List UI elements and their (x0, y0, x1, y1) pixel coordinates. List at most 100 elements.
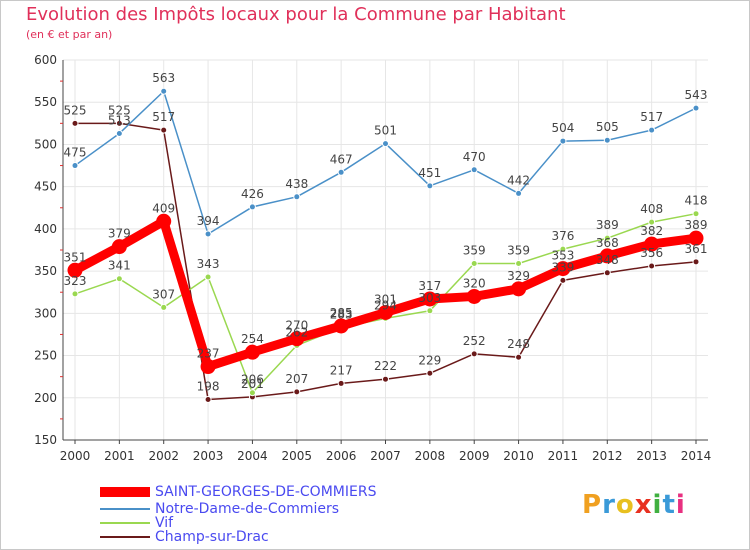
x-tick-label: 2001 (104, 449, 135, 463)
data-point (426, 182, 434, 190)
data-point (337, 168, 345, 176)
data-label: 237 (197, 347, 220, 361)
data-point (692, 258, 700, 266)
data-point (289, 331, 305, 347)
y-tick-label: 600 (34, 53, 57, 67)
data-point (248, 389, 256, 397)
x-tick-label: 2003 (193, 449, 224, 463)
legend-label: Champ-sur-Drac (155, 529, 269, 545)
data-label: 501 (374, 124, 397, 138)
data-label: 467 (330, 152, 353, 166)
data-label: 356 (640, 246, 663, 260)
x-tick-label: 2010 (503, 449, 534, 463)
x-tick-label: 2000 (60, 449, 91, 463)
data-point (426, 369, 434, 377)
data-point (293, 193, 301, 201)
data-label: 442 (507, 173, 530, 187)
data-point (115, 129, 123, 137)
data-label: 285 (330, 306, 353, 320)
data-point (559, 276, 567, 284)
data-label: 525 (64, 103, 87, 117)
data-point (244, 344, 260, 360)
data-point (200, 359, 216, 375)
data-point (156, 213, 172, 229)
data-label: 206 (241, 373, 264, 387)
data-label: 207 (285, 372, 308, 386)
data-label: 262 (285, 325, 308, 339)
y-tick-label: 350 (34, 264, 57, 278)
data-point (470, 166, 478, 174)
data-point (555, 261, 571, 277)
data-point (422, 291, 438, 307)
data-point (648, 126, 656, 134)
data-point (204, 395, 212, 403)
legend-swatch (100, 508, 150, 510)
logo-letter: o (615, 490, 635, 520)
data-label: 382 (640, 224, 663, 238)
x-tick-label: 2005 (282, 449, 313, 463)
proxiti-logo: Proxiti (582, 490, 686, 520)
data-point (692, 210, 700, 218)
x-tick-label: 2002 (148, 449, 179, 463)
data-point (603, 269, 611, 277)
data-label: 353 (551, 249, 574, 263)
data-point (426, 307, 434, 315)
data-label: 248 (507, 337, 530, 351)
data-point (115, 119, 123, 127)
data-label: 379 (108, 227, 131, 241)
data-point (293, 388, 301, 396)
legend-item-vif: Vif (100, 515, 173, 531)
data-label: 389 (596, 218, 619, 232)
legend-label: Notre-Dame-de-Commiers (155, 501, 340, 517)
data-point (382, 375, 389, 383)
legend-label: SAINT-GEORGES-DE-COMMIERS (155, 484, 377, 500)
legend-item-notre-dame: Notre-Dame-de-Commiers (100, 501, 339, 517)
data-point (160, 303, 168, 311)
data-label: 543 (685, 88, 708, 102)
data-point (378, 304, 393, 320)
x-tick-label: 2007 (370, 449, 401, 463)
data-label: 409 (152, 201, 175, 215)
x-tick-label: 2006 (326, 449, 357, 463)
data-label: 426 (241, 187, 264, 201)
data-label: 394 (197, 214, 220, 228)
data-label: 368 (596, 236, 619, 250)
y-tick-label: 400 (34, 222, 57, 236)
data-label: 359 (507, 244, 530, 258)
legend-swatch (100, 536, 150, 538)
x-tick-label: 2014 (681, 449, 712, 463)
data-label: 198 (197, 379, 220, 393)
data-point (515, 353, 523, 361)
data-label: 563 (152, 71, 175, 85)
data-label: 283 (330, 308, 353, 322)
x-tick-label: 2004 (237, 449, 268, 463)
y-tick-label: 150 (34, 433, 57, 447)
x-tick-label: 2008 (415, 449, 446, 463)
x-tick-label: 2011 (548, 449, 579, 463)
data-label: 229 (418, 353, 441, 367)
x-tick-label: 2013 (636, 449, 667, 463)
x-tick-label: 2009 (459, 449, 490, 463)
data-point (515, 189, 523, 197)
legend-item-champ-sur-drac: Champ-sur-Drac (100, 529, 269, 545)
data-label: 348 (596, 253, 619, 267)
data-point (71, 162, 79, 170)
data-label: 307 (152, 287, 175, 301)
logo-letter: P (582, 490, 603, 520)
data-label: 222 (374, 359, 397, 373)
data-point (204, 230, 212, 238)
data-label: 517 (640, 110, 663, 124)
data-label: 376 (551, 229, 574, 243)
data-point (511, 281, 527, 297)
legend-swatch (100, 487, 150, 497)
legend-label: Vif (155, 515, 174, 531)
legend-item-saint-georges: SAINT-GEORGES-DE-COMMIERS (100, 484, 376, 500)
data-point (470, 350, 478, 358)
data-point (648, 218, 656, 226)
data-point (603, 234, 611, 242)
data-label: 329 (507, 269, 530, 283)
data-label: 475 (64, 146, 87, 160)
chart-subtitle: (en € et par an) (26, 28, 113, 41)
data-point (688, 230, 704, 246)
